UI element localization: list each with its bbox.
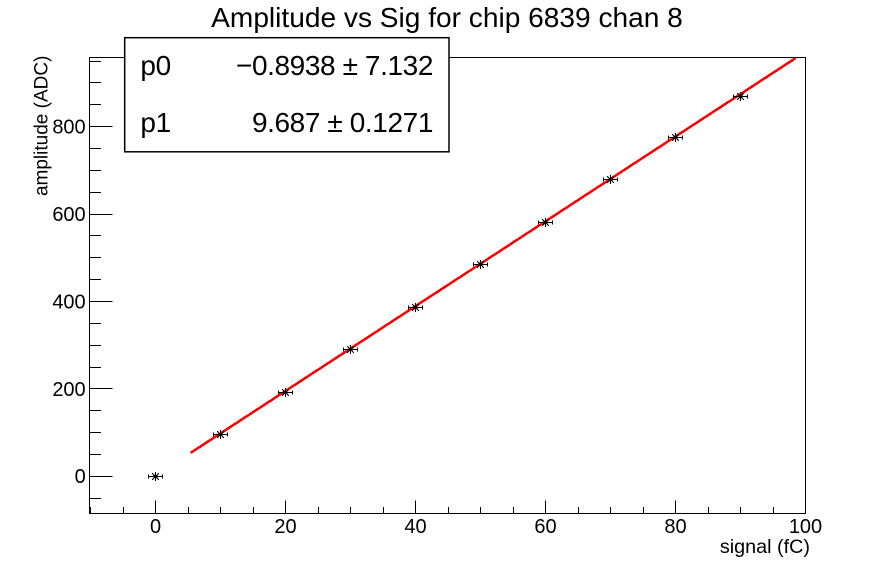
svg-text:600: 600: [52, 204, 85, 226]
svg-text:0: 0: [75, 466, 86, 488]
svg-text:200: 200: [52, 379, 85, 401]
svg-text:9.687 ± 0.1271: 9.687 ± 0.1271: [252, 107, 433, 138]
svg-text:100: 100: [789, 516, 822, 538]
svg-text:40: 40: [404, 516, 426, 538]
svg-text:0: 0: [150, 516, 161, 538]
svg-text:signal (fC): signal (fC): [720, 536, 810, 558]
svg-text:800: 800: [52, 117, 85, 139]
svg-text:p0: p0: [140, 50, 170, 81]
svg-text:60: 60: [534, 516, 556, 538]
svg-text:20: 20: [274, 516, 296, 538]
svg-text:80: 80: [664, 516, 686, 538]
svg-text:Amplitude vs Sig for chip 6839: Amplitude vs Sig for chip 6839 chan 8: [211, 2, 683, 33]
svg-text:amplitude (ADC): amplitude (ADC): [32, 56, 53, 196]
svg-text:p1: p1: [140, 107, 170, 138]
svg-text:400: 400: [52, 291, 85, 313]
svg-text:−0.8938 ± 7.132: −0.8938 ± 7.132: [236, 50, 433, 81]
